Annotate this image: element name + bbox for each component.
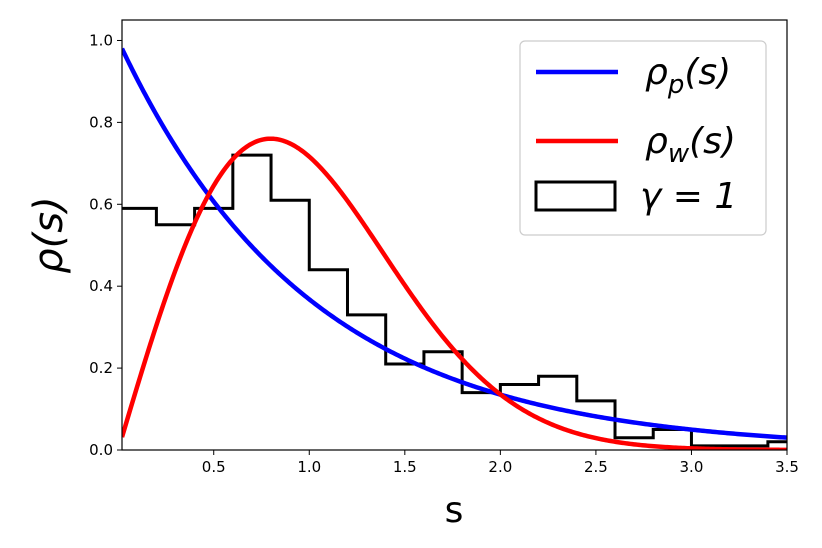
legend-label-wigner: ρw(s): [645, 121, 736, 169]
x-tick-label: 3.5: [775, 458, 799, 476]
y-tick-label: 1.0: [89, 31, 113, 49]
y-tick-label: 0.2: [89, 359, 113, 377]
y-tick-label: 0.8: [89, 113, 113, 131]
x-tick-label: 1.0: [297, 458, 321, 476]
legend-label-poisson: ρp(s): [645, 52, 731, 100]
poisson-curve: [122, 47, 787, 440]
x-axis-label: s: [445, 490, 464, 531]
x-tick-label: 2.0: [488, 458, 512, 476]
x-tick-label: 2.5: [584, 458, 608, 476]
x-tick-label: 0.5: [202, 458, 226, 476]
y-axis-label: ρ(s): [26, 196, 72, 273]
x-tick-label: 1.5: [393, 458, 417, 476]
y-tick-label: 0.6: [89, 195, 113, 213]
plot-frame: [121, 19, 788, 451]
legend-swatch-histogram: [534, 180, 617, 212]
legend-label-histogram: γ = 1: [640, 176, 737, 217]
x-tick-label: 3.0: [680, 458, 704, 476]
legend-box: [519, 40, 767, 236]
y-tick-label: 0.0: [89, 441, 113, 459]
wigner-curve: [122, 136, 787, 450]
legend: ρp(s) ρw(s) γ = 1: [519, 40, 767, 236]
y-tick-label: 0.4: [89, 277, 113, 295]
